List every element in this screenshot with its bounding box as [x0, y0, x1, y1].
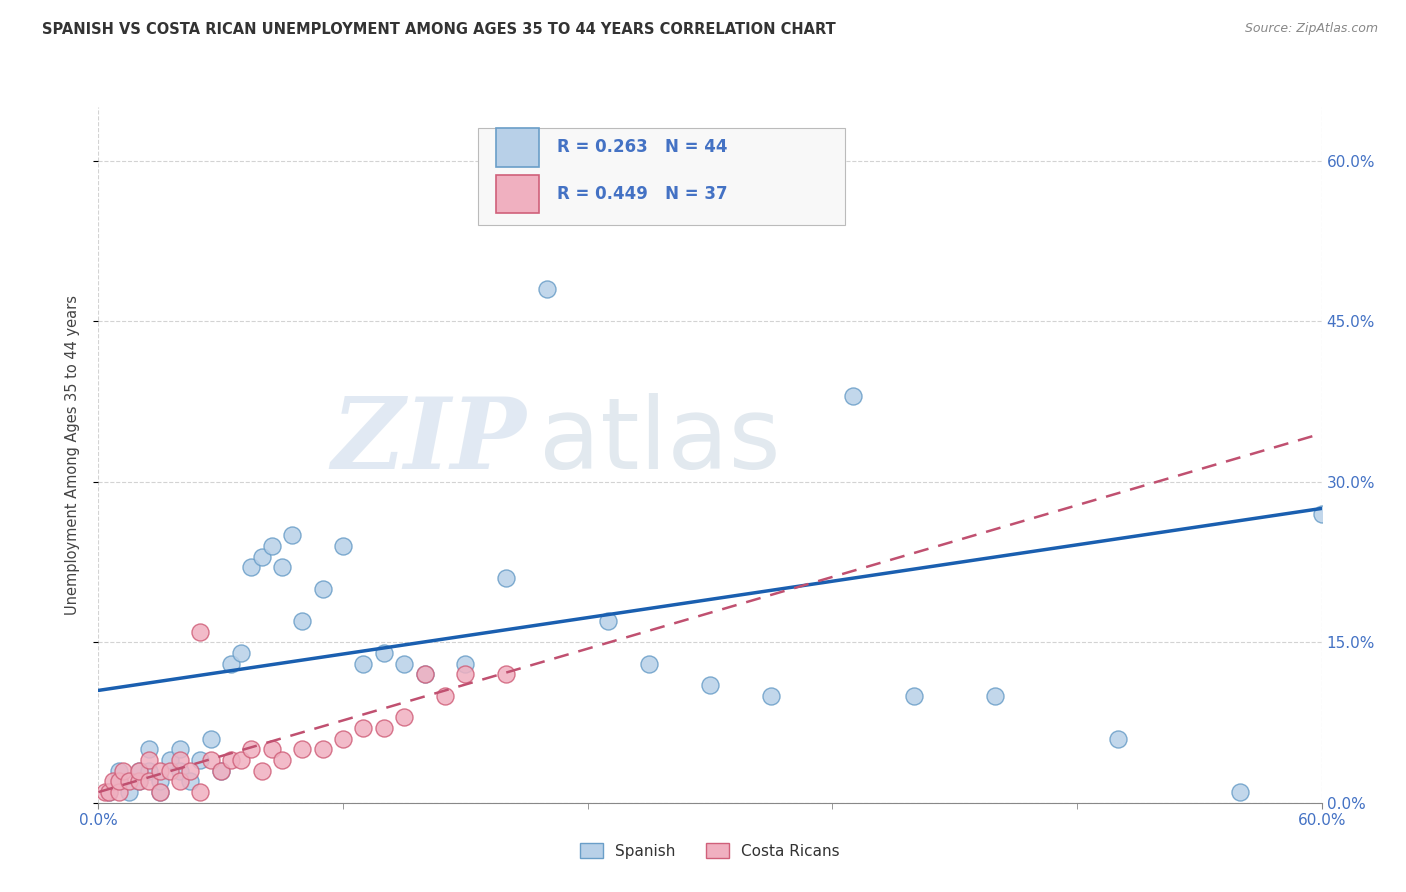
Point [128, 764, 150, 778]
Point [598, 614, 620, 628]
Point [149, 764, 172, 778]
Point [169, 753, 191, 767]
Point [250, 764, 273, 778]
Point [159, 753, 181, 767]
Legend: Spanish, Costa Ricans: Spanish, Costa Ricans [574, 837, 846, 864]
Point [270, 753, 294, 767]
Point [1229, 785, 1251, 799]
Point [454, 657, 477, 671]
Point [138, 753, 160, 767]
Point [108, 774, 131, 789]
Point [454, 667, 477, 681]
Text: ZIP: ZIP [332, 392, 526, 489]
Point [495, 571, 517, 585]
Point [240, 742, 263, 756]
Point [93, 785, 115, 799]
Point [1107, 731, 1129, 746]
Point [179, 774, 201, 789]
Point [291, 742, 314, 756]
Point [200, 753, 222, 767]
Point [128, 764, 150, 778]
Point [219, 753, 242, 767]
Point [291, 614, 314, 628]
Point [1310, 507, 1333, 521]
Point [179, 764, 201, 778]
Point [903, 689, 925, 703]
Point [392, 657, 416, 671]
FancyBboxPatch shape [496, 175, 538, 213]
Point [169, 764, 191, 778]
Point [159, 764, 181, 778]
Point [332, 539, 354, 553]
Point [250, 549, 273, 564]
Point [761, 689, 783, 703]
Point [128, 774, 150, 789]
Point [219, 657, 242, 671]
FancyBboxPatch shape [496, 128, 538, 167]
Point [373, 721, 395, 735]
Point [260, 742, 283, 756]
Point [188, 753, 212, 767]
Point [984, 689, 1007, 703]
Point [138, 742, 160, 756]
Point [149, 774, 172, 789]
Text: Source: ZipAtlas.com: Source: ZipAtlas.com [1244, 22, 1378, 36]
Point [231, 646, 253, 660]
Point [434, 689, 457, 703]
Point [413, 667, 436, 681]
Text: atlas: atlas [538, 392, 780, 490]
Point [536, 282, 558, 296]
Point [231, 753, 253, 767]
Point [270, 560, 294, 574]
Point [128, 774, 150, 789]
Point [200, 731, 222, 746]
Point [138, 774, 160, 789]
Point [138, 764, 160, 778]
Point [188, 785, 212, 799]
Point [312, 582, 335, 596]
Point [209, 764, 232, 778]
Point [149, 785, 172, 799]
Point [699, 678, 721, 692]
Point [209, 764, 232, 778]
Point [281, 528, 304, 542]
Point [97, 785, 120, 799]
Point [352, 721, 374, 735]
Text: SPANISH VS COSTA RICAN UNEMPLOYMENT AMONG AGES 35 TO 44 YEARS CORRELATION CHART: SPANISH VS COSTA RICAN UNEMPLOYMENT AMON… [42, 22, 837, 37]
Point [332, 731, 354, 746]
Point [260, 539, 283, 553]
Point [169, 742, 191, 756]
Point [495, 667, 517, 681]
Point [312, 742, 335, 756]
Point [240, 560, 263, 574]
Point [169, 774, 191, 789]
Point [118, 774, 141, 789]
Point [111, 764, 134, 778]
Point [118, 785, 141, 799]
Point [638, 657, 661, 671]
Point [97, 785, 120, 799]
Text: R = 0.449   N = 37: R = 0.449 N = 37 [557, 185, 728, 203]
Point [413, 667, 436, 681]
Point [392, 710, 416, 724]
Point [108, 774, 131, 789]
FancyBboxPatch shape [478, 128, 845, 226]
Point [352, 657, 374, 671]
Point [101, 774, 124, 789]
Point [373, 646, 395, 660]
Point [841, 389, 863, 403]
Point [108, 764, 131, 778]
Point [149, 785, 172, 799]
Y-axis label: Unemployment Among Ages 35 to 44 years: Unemployment Among Ages 35 to 44 years [65, 295, 80, 615]
Text: R = 0.263   N = 44: R = 0.263 N = 44 [557, 138, 728, 156]
Point [188, 624, 212, 639]
Point [108, 785, 131, 799]
